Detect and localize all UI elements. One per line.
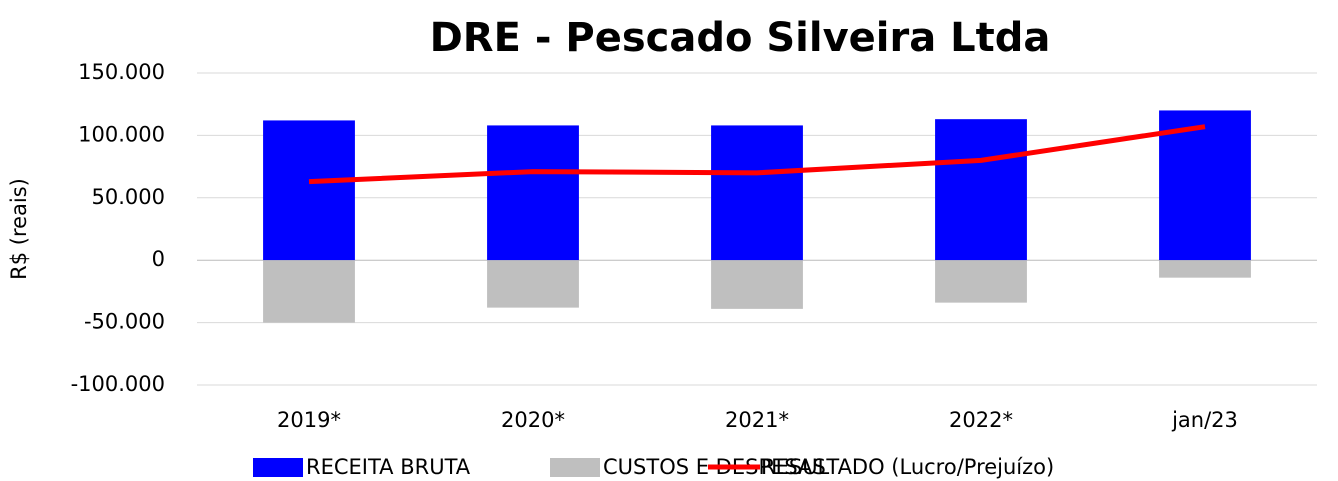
x-tick-label: 2019* [277,408,341,432]
bar [1159,110,1251,261]
bar [711,260,803,309]
y-axis-label: R$ (reais) [7,178,31,280]
bar [935,119,1027,261]
legend-swatch [550,458,600,477]
y-tick-label: 0 [152,247,165,271]
y-tick-label: 100.000 [78,122,165,146]
bar [263,120,355,261]
bar [263,260,355,323]
y-tick-label: 150.000 [78,60,165,84]
y-tick-label: -50.000 [84,310,165,334]
x-tick-label: jan/23 [1171,408,1238,432]
x-tick-label: 2020* [501,408,565,432]
line [308,124,1206,185]
bar [935,260,1027,303]
chart-title: DRE - Pescado Silveira Ltda [430,15,1051,61]
y-tick-label: -100.000 [71,372,165,396]
bar [487,125,579,261]
legend-label: RECEITA BRUTA [306,455,471,479]
legend-swatch [253,458,303,477]
y-tick-label: 50.000 [92,185,165,209]
x-tick-label: 2021* [725,408,789,432]
legend-label: RESULTADO (Lucro/Prejuízo) [761,455,1054,479]
bar [487,260,579,308]
bar [711,125,803,261]
x-tick-label: 2022* [949,408,1013,432]
bar [1159,260,1251,278]
